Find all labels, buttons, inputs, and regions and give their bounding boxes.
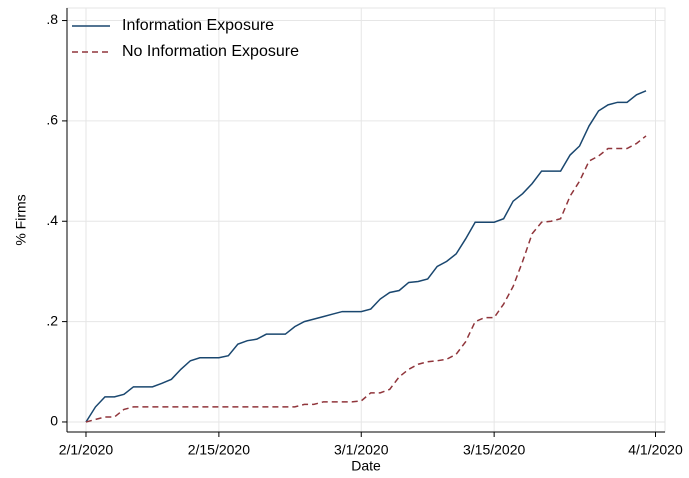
legend-label: Information Exposure <box>122 17 274 34</box>
y-axis-title: % Firms <box>13 194 29 245</box>
x-tick-label: 2/15/2020 <box>188 442 250 458</box>
x-axis-title: Date <box>351 458 381 474</box>
series-line <box>85 90 647 423</box>
x-tick-label: 3/1/2020 <box>334 442 389 458</box>
y-tick-label: .4 <box>46 212 58 228</box>
y-tick-label: .2 <box>46 312 58 328</box>
series-line <box>85 135 647 423</box>
x-tick-label: 3/15/2020 <box>463 442 525 458</box>
y-tick-label: 0 <box>50 413 58 429</box>
x-tick-label: 2/1/2020 <box>59 442 114 458</box>
plot-frame <box>66 7 666 433</box>
legend-label: No Information Exposure <box>122 43 299 60</box>
x-tick-label: 4/1/2020 <box>628 442 683 458</box>
y-tick-label: .8 <box>46 11 58 27</box>
y-tick-label: .6 <box>46 112 58 128</box>
